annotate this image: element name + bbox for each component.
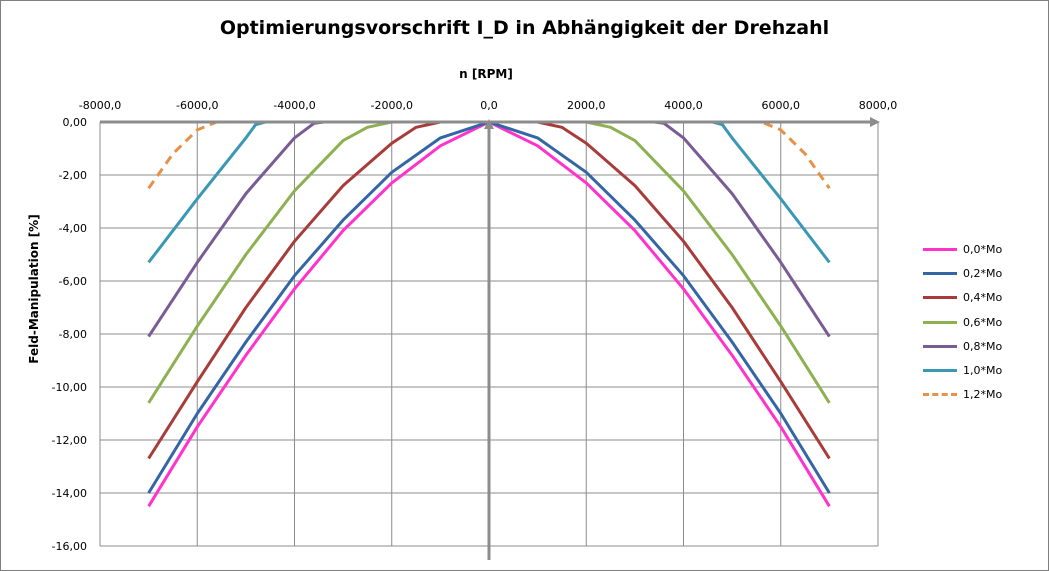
- chart-title: Optimierungsvorschrift I_D in Abhängigke…: [219, 17, 830, 39]
- y-tick-label: 0,00: [63, 116, 88, 129]
- legend-item: 0,0*Mo: [923, 237, 1043, 261]
- legend-swatch: [923, 344, 957, 348]
- x-tick-label: 4000,0: [664, 99, 703, 112]
- y-tick-label: -14,00: [52, 487, 87, 500]
- legend-label: 0,2*Mo: [963, 266, 1003, 280]
- y-tick-label: -8,00: [59, 328, 87, 341]
- axis-layer: [99, 117, 880, 560]
- x-tick-label: -4000,0: [273, 99, 315, 112]
- legend-label: 1,2*Mo: [963, 388, 1003, 402]
- y-tick-label: -16,00: [52, 540, 87, 553]
- x-axis-label: n [RPM]: [459, 67, 513, 81]
- legend-item: 1,0*Mo: [923, 358, 1043, 382]
- legend-label: 0,0*Mo: [963, 242, 1003, 256]
- legend-swatch: [923, 271, 957, 275]
- x-tick-label: 6000,0: [762, 99, 801, 112]
- legend-swatch: [923, 369, 957, 373]
- legend-item: 0,4*Mo: [923, 286, 1043, 310]
- legend-item: 0,8*Mo: [923, 334, 1043, 358]
- legend-swatch: [923, 393, 957, 397]
- legend-swatch: [923, 296, 957, 300]
- legend-swatch: [923, 247, 957, 251]
- legend-item: 0,6*Mo: [923, 310, 1043, 334]
- x-tick-label: -6000,0: [176, 99, 218, 112]
- x-tick-label: 2000,0: [567, 99, 606, 112]
- y-axis-arrow: [484, 119, 494, 129]
- legend: 0,0*Mo 0,2*Mo 0,4*Mo 0,6*Mo 0,8*Mo 1,0*Mo 1,2*…: [923, 237, 1043, 407]
- series-line-6: [147, 120, 831, 190]
- x-tick-label: -8000,0: [79, 99, 121, 112]
- x-axis-arrow: [870, 117, 880, 127]
- legend-label: 0,8*Mo: [963, 339, 1003, 353]
- x-tick-label: 8000,0: [859, 99, 898, 112]
- legend-label: 0,4*Mo: [963, 291, 1003, 305]
- y-tick-label: -2,00: [59, 169, 87, 182]
- y-tick-label: -10,00: [52, 381, 87, 394]
- y-tick-label: -12,00: [52, 434, 87, 447]
- legend-item: 0,2*Mo: [923, 261, 1043, 285]
- legend-item: 1,2*Mo: [923, 383, 1043, 407]
- x-tick-label: -2000,0: [371, 99, 413, 112]
- y-tick-label: -4,00: [59, 222, 87, 235]
- legend-label: 0,6*Mo: [963, 315, 1003, 329]
- tick-layer: -8000,0 -6000,0 -4000,0 -2000,0 0,0 2000,0 400…: [52, 99, 898, 553]
- y-tick-label: -6,00: [59, 275, 87, 288]
- legend-swatch: [923, 320, 957, 324]
- legend-label: 1,0*Mo: [963, 364, 1003, 378]
- x-tick-label: 0,0: [480, 99, 498, 112]
